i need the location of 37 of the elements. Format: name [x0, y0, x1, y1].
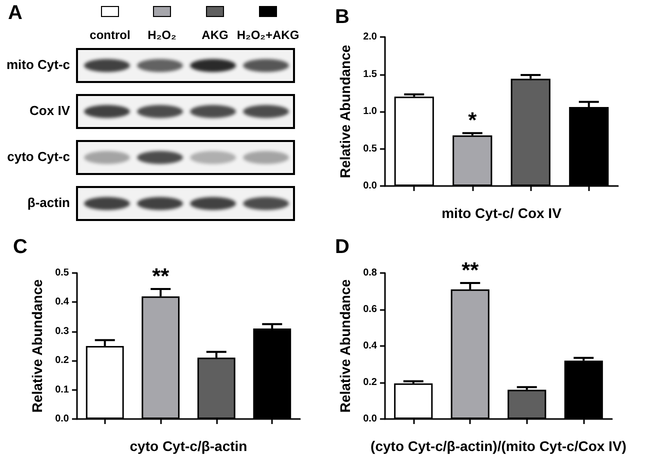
text: control [90, 28, 130, 42]
chart-title: C [13, 236, 28, 258]
text: β-actin [26, 195, 70, 210]
x-axis-title: mito Cyt-c/ Cox IV [442, 205, 562, 221]
data-label: ** [152, 264, 170, 289]
y-tick-label: 0.5 [55, 268, 70, 278]
text: Cox IV [28, 103, 70, 118]
y-tick-label: 0.8 [363, 268, 378, 278]
chart-title: D [335, 236, 350, 258]
text: A [8, 2, 22, 25]
y-tick-label: 1.5 [363, 68, 378, 80]
y-tick-label: 0.2 [55, 355, 70, 366]
y-tick-label: 0.4 [363, 340, 378, 352]
y-tick-label: 0.0 [55, 414, 70, 424]
text: H₂O₂ [148, 28, 176, 42]
text: H₂O₂+AKG [236, 28, 300, 42]
y-tick-label: 2.0 [363, 32, 378, 42]
text: mito Cyt-c [5, 57, 70, 72]
x-axis-title: cyto Cyt-c/β-actin [130, 438, 248, 454]
y-tick-label: 0.0 [363, 180, 378, 192]
y-tick-label: 0.2 [363, 377, 378, 388]
y-tick-label: 0.3 [55, 326, 70, 337]
y-tick-label: 0.6 [363, 304, 378, 315]
y-tick-label: 0.4 [55, 296, 70, 308]
chart-title: B [335, 6, 350, 28]
y-axis-title: Relative Abundance [337, 279, 354, 413]
y-tick-label: 1.0 [363, 106, 378, 117]
y-tick-label: 0.5 [363, 143, 378, 154]
text: AKG [202, 28, 228, 42]
y-axis-title: Relative Abundance [337, 44, 354, 178]
text: cyto Cyt-c [6, 149, 70, 164]
data-label: ** [462, 258, 480, 283]
data-label: * [468, 108, 478, 133]
y-axis-title: Relative Abundance [29, 279, 46, 413]
y-tick-label: 0.1 [55, 384, 70, 396]
x-axis-title: (cyto Cyt-c/β-actin)/(mito Cyt-c/Cox IV) [370, 438, 626, 454]
y-tick-label: 0.0 [363, 414, 378, 424]
